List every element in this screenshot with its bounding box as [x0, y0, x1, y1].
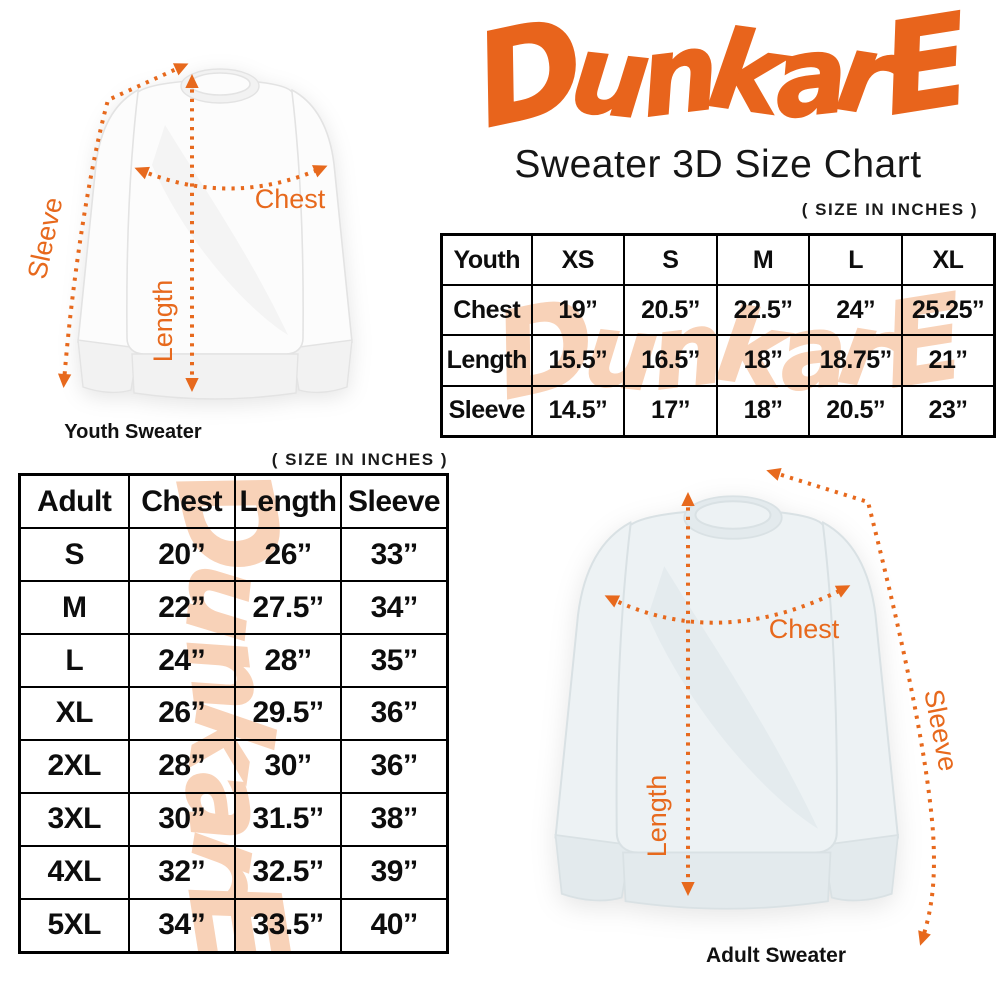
table-cell: 30’’: [233, 738, 343, 794]
youth-sweater-diagram: Chest Length Sleeve Youth Sweater: [0, 40, 430, 452]
youth-length-label: Length: [148, 280, 178, 363]
column-header: S: [623, 233, 718, 287]
table-row: Length 15.5’’ 16.5’’ 18’’ 18.75’’ 21’’: [440, 334, 996, 387]
table-cell: 36’’: [340, 685, 449, 741]
youth-table-header-row: Youth XS S M L XL: [440, 233, 996, 287]
table-cell: 25.25’’: [900, 284, 996, 337]
row-label: L: [18, 633, 130, 688]
table-cell: 20’’: [127, 527, 236, 583]
table-cell: 27.5’’: [233, 580, 343, 636]
adult-sweater-illustration: Chest Length Sleeve: [555, 468, 963, 946]
table-cell: 17’’: [623, 384, 718, 438]
row-label: 4XL: [18, 844, 130, 900]
table-cell: 36’’: [340, 738, 449, 794]
table-cell: 35’’: [340, 633, 449, 688]
adult-sweater-diagram: Chest Length Sleeve Adult Sweater: [470, 440, 1000, 1000]
table-cell: 31.5’’: [233, 791, 343, 847]
table-row: S 20’’ 26’’ 33’’: [18, 527, 449, 583]
table-row: 5XL 34’’ 33.5’’ 40’’: [18, 897, 449, 954]
youth-chest-label: Chest: [255, 184, 326, 214]
row-label: Length: [440, 334, 533, 387]
column-header: Length: [233, 473, 343, 530]
table-cell: 34’’: [127, 897, 236, 954]
table-cell: 21’’: [900, 334, 996, 387]
adult-diagram-caption: Adult Sweater: [705, 944, 847, 967]
row-label: 5XL: [18, 897, 130, 954]
column-header: L: [808, 233, 903, 287]
table-cell: 20.5’’: [808, 384, 903, 438]
table-cell: 32.5’’: [233, 844, 343, 900]
table-cell: 26’’: [233, 527, 343, 583]
brand-logo: DunkarE: [461, 0, 978, 158]
table-row: L 24’’ 28’’ 35’’: [18, 633, 449, 688]
table-cell: 26’’: [127, 685, 236, 741]
column-header: M: [715, 233, 811, 287]
row-label: 2XL: [18, 738, 130, 794]
table-cell: 40’’: [340, 897, 449, 954]
table-cell: 24’’: [127, 633, 236, 688]
column-header: Adult: [18, 473, 130, 530]
adult-size-units-note: ( SIZE IN INCHES ): [271, 450, 448, 469]
table-cell: 19’’: [530, 284, 626, 337]
table-cell: 15.5’’: [530, 334, 626, 387]
table-row: M 22’’ 27.5’’ 34’’: [18, 580, 449, 636]
table-row: 4XL 32’’ 32.5’’ 39’’: [18, 844, 449, 900]
table-cell: 22.5’’: [715, 284, 811, 337]
adult-table-header-row: Adult Chest Length Sleeve: [18, 473, 449, 530]
youth-size-units-note: ( SIZE IN INCHES ): [801, 200, 978, 219]
table-cell: 28’’: [127, 738, 236, 794]
table-cell: 29.5’’: [233, 685, 343, 741]
row-label: Sleeve: [440, 384, 533, 438]
row-label: S: [18, 527, 130, 583]
youth-sweater-illustration: Chest Length Sleeve: [22, 63, 352, 399]
adult-size-table-container: DunkarE Adult Chest Length Sleeve S 20’’…: [18, 473, 449, 954]
youth-sleeve-label: Sleeve: [22, 195, 69, 282]
row-label: 3XL: [18, 791, 130, 847]
table-cell: 28’’: [233, 633, 343, 688]
table-cell: 33.5’’: [233, 897, 343, 954]
page-title: Sweater 3D Size Chart: [514, 143, 922, 187]
column-header: XS: [530, 233, 626, 287]
youth-diagram-caption: Youth Sweater: [64, 421, 202, 443]
table-cell: 33’’: [340, 527, 449, 583]
table-cell: 18’’: [715, 334, 811, 387]
table-cell: 34’’: [340, 580, 449, 636]
column-header: XL: [900, 233, 996, 287]
column-header: Youth: [440, 233, 533, 287]
row-label: Chest: [440, 284, 533, 337]
table-row: XL 26’’ 29.5’’ 36’’: [18, 685, 449, 741]
youth-size-table-container: DunkarE Youth XS S M L XL Chest 19’’ 20.…: [440, 233, 996, 438]
adult-length-label: Length: [642, 775, 672, 858]
table-cell: 24’’: [808, 284, 903, 337]
table-row: 3XL 30’’ 31.5’’ 38’’: [18, 791, 449, 847]
table-row: 2XL 28’’ 30’’ 36’’: [18, 738, 449, 794]
table-cell: 30’’: [127, 791, 236, 847]
row-label: M: [18, 580, 130, 636]
adult-chest-arrow: [604, 585, 851, 625]
youth-size-table: Youth XS S M L XL Chest 19’’ 20.5’’ 22.5…: [440, 233, 996, 438]
column-header: Chest: [127, 473, 236, 530]
table-cell: 18’’: [715, 384, 811, 438]
table-cell: 14.5’’: [530, 384, 626, 438]
column-header: Sleeve: [340, 473, 449, 530]
table-cell: 38’’: [340, 791, 449, 847]
table-cell: 20.5’’: [623, 284, 718, 337]
adult-size-table: Adult Chest Length Sleeve S 20’’ 26’’ 33…: [18, 473, 449, 954]
adult-sleeve-label: Sleeve: [918, 687, 963, 774]
table-cell: 32’’: [127, 844, 236, 900]
row-label: XL: [18, 685, 130, 741]
table-row: Sleeve 14.5’’ 17’’ 18’’ 20.5’’ 23’’: [440, 384, 996, 438]
table-row: Chest 19’’ 20.5’’ 22.5’’ 24’’ 25.25’’: [440, 284, 996, 337]
table-cell: 18.75’’: [808, 334, 903, 387]
table-cell: 22’’: [127, 580, 236, 636]
brand-block: DunkarE Sweater 3D Size Chart: [440, 0, 996, 187]
table-cell: 39’’: [340, 844, 449, 900]
table-cell: 23’’: [900, 384, 996, 438]
adult-chest-label: Chest: [769, 614, 840, 644]
table-cell: 16.5’’: [623, 334, 718, 387]
